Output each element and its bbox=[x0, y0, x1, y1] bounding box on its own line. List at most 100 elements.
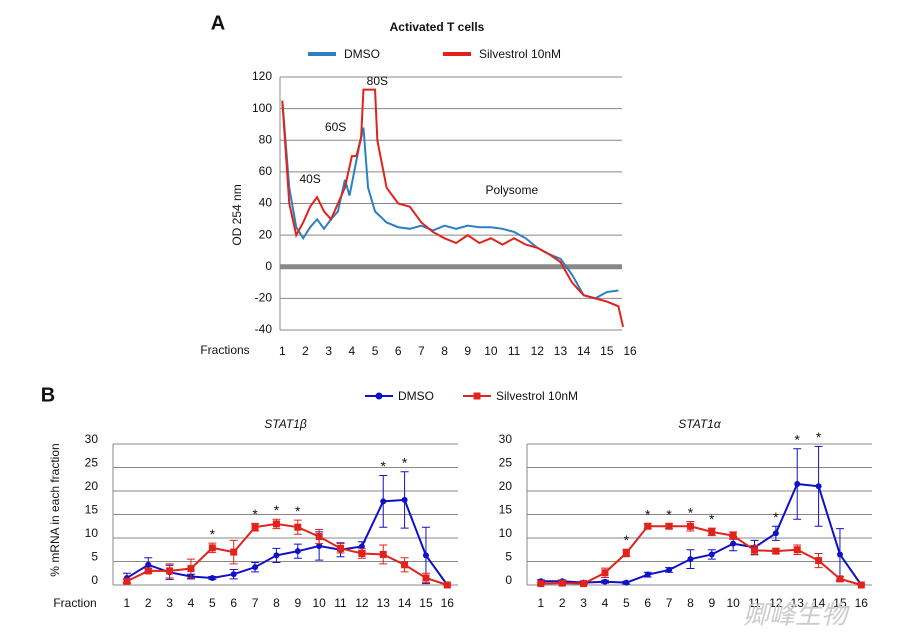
marker bbox=[230, 548, 238, 556]
y-tick-label: 100 bbox=[252, 101, 272, 115]
y-tick-label: 40 bbox=[259, 196, 273, 210]
panel-label: A bbox=[211, 12, 225, 34]
y-tick-label: 60 bbox=[259, 164, 273, 178]
series-line bbox=[540, 482, 863, 586]
significance-star: * bbox=[252, 506, 258, 522]
marker bbox=[836, 551, 843, 558]
significance-star: * bbox=[816, 429, 822, 445]
marker bbox=[252, 564, 259, 571]
marker bbox=[273, 552, 280, 559]
y-tick-label: 120 bbox=[252, 69, 272, 83]
marker bbox=[729, 532, 737, 540]
x-tick-label: 6 bbox=[230, 596, 237, 610]
legend-marker bbox=[473, 392, 481, 400]
watermark: 卿峰生物 bbox=[743, 601, 851, 631]
x-tick-label: 2 bbox=[145, 596, 152, 610]
x-tick-label: 11 bbox=[748, 596, 761, 610]
marker bbox=[380, 498, 387, 505]
annotation: Polysome bbox=[485, 183, 538, 197]
marker bbox=[622, 549, 630, 557]
significance-star: * bbox=[274, 502, 280, 518]
x-tick-label: 8 bbox=[687, 596, 694, 610]
y-tick-label: 15 bbox=[499, 503, 513, 517]
significance-star: * bbox=[773, 509, 779, 525]
x-tick-label: 15 bbox=[600, 344, 614, 358]
significance-star: * bbox=[295, 503, 301, 519]
x-tick-label: 3 bbox=[166, 596, 173, 610]
x-tick-label: 13 bbox=[377, 596, 391, 610]
marker bbox=[379, 550, 387, 558]
x-tick-label: 5 bbox=[372, 344, 379, 358]
marker bbox=[751, 546, 759, 554]
marker bbox=[230, 571, 237, 578]
x-tick-label: 12 bbox=[355, 596, 369, 610]
y-tick-label: 10 bbox=[85, 526, 99, 540]
y-tick-label: 0 bbox=[265, 259, 272, 273]
x-tick-label: 14 bbox=[812, 596, 826, 610]
marker bbox=[422, 574, 430, 582]
marker bbox=[209, 574, 216, 581]
legend-label: Silvestrol 10nM bbox=[479, 47, 561, 61]
y-tick-label: 25 bbox=[499, 456, 513, 470]
x-tick-label: 15 bbox=[419, 596, 433, 610]
marker bbox=[558, 579, 566, 587]
marker bbox=[315, 533, 323, 541]
marker bbox=[666, 566, 673, 573]
x-tick-label: 10 bbox=[484, 344, 498, 358]
marker bbox=[836, 575, 844, 583]
legend-label: DMSO bbox=[344, 47, 380, 61]
marker bbox=[665, 522, 673, 530]
x-tick-label: 2 bbox=[302, 344, 309, 358]
legend-marker bbox=[375, 392, 383, 400]
y-tick-label: 0 bbox=[505, 573, 512, 587]
series-line bbox=[126, 498, 449, 586]
series-line bbox=[540, 525, 862, 586]
x-axis-label: Fraction bbox=[53, 596, 96, 610]
subplot-title: STAT1α bbox=[678, 417, 722, 431]
panel-label: B bbox=[41, 384, 55, 406]
x-tick-label: 12 bbox=[769, 596, 783, 610]
marker bbox=[772, 547, 780, 555]
chart-title: Activated T cells bbox=[390, 20, 485, 34]
x-tick-label: 5 bbox=[623, 596, 630, 610]
marker bbox=[123, 577, 131, 585]
x-tick-label: 7 bbox=[418, 344, 425, 358]
x-tick-label: 6 bbox=[395, 344, 402, 358]
significance-star: * bbox=[210, 526, 216, 542]
marker bbox=[601, 578, 608, 585]
marker bbox=[815, 483, 822, 490]
legend-label: DMSO bbox=[398, 389, 434, 403]
marker bbox=[580, 580, 588, 588]
significance-star: * bbox=[709, 511, 715, 527]
marker bbox=[815, 557, 823, 565]
y-tick-label: 10 bbox=[499, 526, 513, 540]
x-tick-label: 8 bbox=[273, 596, 280, 610]
marker bbox=[145, 561, 152, 568]
marker bbox=[251, 523, 259, 531]
significance-star: * bbox=[645, 507, 651, 523]
x-tick-label: 4 bbox=[188, 596, 195, 610]
marker bbox=[166, 567, 174, 575]
marker bbox=[294, 548, 301, 555]
marker bbox=[793, 546, 801, 554]
annotation: 60S bbox=[325, 120, 346, 134]
y-tick-label: 5 bbox=[505, 550, 512, 564]
x-tick-label: 1 bbox=[279, 344, 286, 358]
marker bbox=[401, 496, 408, 503]
marker bbox=[857, 581, 865, 589]
marker bbox=[601, 569, 609, 577]
marker bbox=[730, 540, 737, 547]
y-tick-label: 5 bbox=[91, 550, 98, 564]
marker bbox=[443, 581, 451, 589]
x-tick-label: 9 bbox=[708, 596, 715, 610]
x-tick-label: 12 bbox=[531, 344, 545, 358]
x-tick-label: 14 bbox=[398, 596, 412, 610]
significance-star: * bbox=[402, 454, 408, 470]
annotation: 80S bbox=[367, 74, 388, 88]
x-tick-label: 9 bbox=[464, 344, 471, 358]
x-tick-label: 11 bbox=[334, 596, 347, 610]
x-tick-label: 4 bbox=[349, 344, 356, 358]
marker bbox=[358, 550, 366, 558]
y-axis-label: OD 254 nm bbox=[230, 184, 244, 245]
